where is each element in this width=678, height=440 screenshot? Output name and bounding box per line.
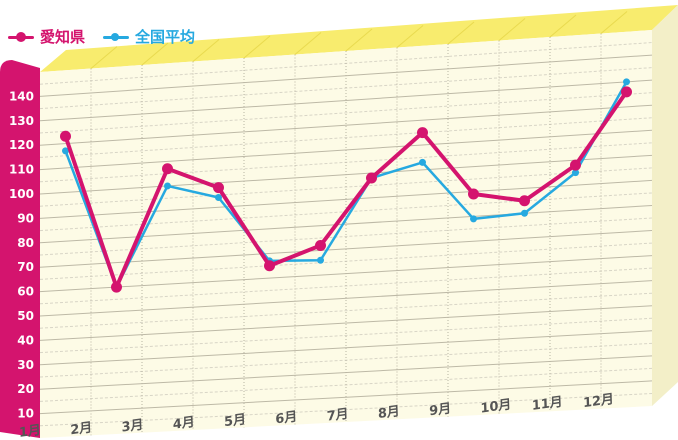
grid-line-h xyxy=(39,79,653,122)
grid-line-h xyxy=(39,167,653,207)
data-point-aichi xyxy=(366,172,377,184)
x-tick-label: 7月 xyxy=(326,407,348,425)
y-tick-label: 70 xyxy=(17,260,34,274)
legend-swatch-aichi xyxy=(8,31,34,43)
series-line-national-average xyxy=(64,80,628,289)
data-point-aichi xyxy=(417,127,428,139)
chart-top-face xyxy=(40,5,678,72)
top-face-line xyxy=(396,25,424,48)
series-line-aichi xyxy=(63,89,629,290)
data-point-national-average xyxy=(572,169,579,177)
x-tick-label: 5月 xyxy=(224,412,246,430)
top-face-line xyxy=(447,21,475,45)
top-face-line xyxy=(192,39,220,62)
y-tick-label: 140 xyxy=(9,89,34,103)
x-tick-label: 9月 xyxy=(429,401,451,419)
y-tick-label: 10 xyxy=(17,407,34,421)
x-tick-label: 1月 xyxy=(19,423,41,440)
y-tick-label: 120 xyxy=(9,138,34,152)
y-tick-label: 110 xyxy=(9,163,34,177)
data-point-aichi xyxy=(621,86,632,98)
data-point-national-average xyxy=(623,78,630,86)
y-tick-label: 100 xyxy=(9,187,34,201)
grid-line-h xyxy=(39,292,653,329)
data-point-aichi xyxy=(213,182,224,194)
x-tick-label: 10月 xyxy=(480,397,511,416)
x-tick-label: 11月 xyxy=(532,395,563,414)
x-tick-label: 12月 xyxy=(583,392,614,411)
data-point-aichi xyxy=(570,159,581,171)
y-tick-label: 20 xyxy=(17,382,34,396)
legend-item-national-average: 全国平均 xyxy=(103,26,195,47)
legend-item-aichi: 愛知県 xyxy=(8,26,85,47)
x-tick-label: 8月 xyxy=(378,404,400,422)
top-face-line xyxy=(243,35,271,59)
data-point-aichi xyxy=(162,163,173,175)
data-point-national-average xyxy=(419,158,426,166)
top-face-line xyxy=(600,11,628,34)
x-tick-label: 3月 xyxy=(121,418,143,436)
y-tick-label: 30 xyxy=(17,358,34,372)
grid-line-h xyxy=(39,305,653,341)
y-tick-label: 130 xyxy=(9,114,34,128)
data-point-aichi xyxy=(111,281,122,293)
grid-line-h xyxy=(39,317,653,354)
data-point-national-average xyxy=(317,256,324,264)
grid-line-h xyxy=(39,380,653,415)
top-face-line xyxy=(90,46,118,69)
data-point-national-average xyxy=(470,215,477,223)
grid-line-h xyxy=(39,92,653,134)
legend-swatch-national-average xyxy=(103,31,130,43)
data-point-national-average xyxy=(164,182,171,190)
top-face-line xyxy=(294,32,322,55)
legend-label-aichi: 愛知県 xyxy=(40,28,86,46)
top-face-line xyxy=(549,14,577,38)
legend: 愛知県 全国平均 xyxy=(8,26,213,47)
grid-line-h xyxy=(39,230,653,268)
top-face-line xyxy=(498,18,526,41)
chart-right-side xyxy=(652,5,678,406)
data-point-national-average xyxy=(521,209,528,217)
y-tick-label: 40 xyxy=(17,333,34,347)
data-point-aichi xyxy=(468,188,479,200)
grid-line-h xyxy=(39,392,653,427)
data-point-national-average xyxy=(62,147,69,155)
data-point-aichi xyxy=(519,195,530,207)
data-point-aichi xyxy=(264,260,275,272)
x-tick-label: 4月 xyxy=(173,415,195,433)
y-tick-label: 80 xyxy=(17,236,34,250)
x-tick-label: 2月 xyxy=(70,420,92,438)
y-axis-band xyxy=(0,60,40,438)
top-face-line xyxy=(345,28,373,52)
top-face-line xyxy=(141,42,169,66)
grid-line-h xyxy=(39,104,653,146)
x-tick-label: 6月 xyxy=(275,409,297,427)
data-point-aichi xyxy=(60,130,71,142)
y-tick-label: 90 xyxy=(17,211,34,225)
legend-label-national-average: 全国平均 xyxy=(135,28,196,46)
y-tick-label: 50 xyxy=(17,309,34,323)
data-point-national-average xyxy=(215,193,222,201)
y-tick-label: 60 xyxy=(17,285,34,299)
data-point-aichi xyxy=(315,239,326,251)
